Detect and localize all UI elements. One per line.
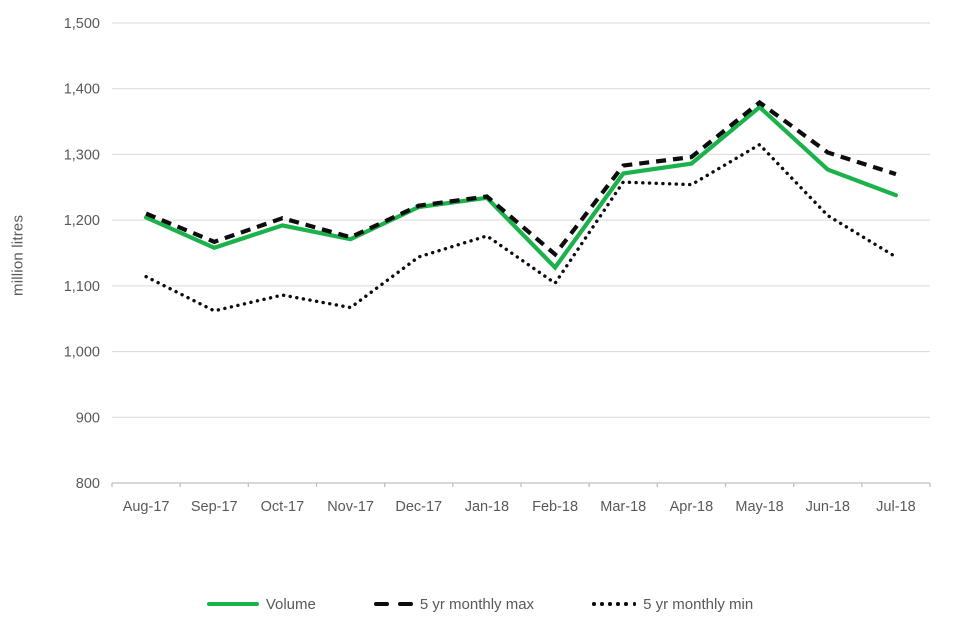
y-tick-label: 1,500: [64, 16, 100, 32]
y-tick-label: 1,100: [64, 279, 100, 295]
volume-line: [143, 104, 899, 271]
y-tick-label: 800: [76, 476, 100, 492]
x-axis-label: Jul-18: [876, 499, 916, 515]
legend-item-max: 5 yr monthly max: [373, 595, 535, 613]
y-tick-label: 1,400: [64, 82, 100, 98]
y-tick-label: 1,300: [64, 147, 100, 163]
legend-item-volume: Volume: [206, 595, 316, 613]
y-tick-label: 1,200: [64, 213, 100, 229]
y-tick-label: 1,000: [64, 345, 100, 361]
x-axis-label: Jan-18: [465, 499, 509, 515]
x-axis-label: Apr-18: [670, 499, 714, 515]
x-axis-label: May-18: [735, 499, 783, 515]
x-axis-label: Dec-17: [395, 499, 442, 515]
x-axis-label: Oct-17: [261, 499, 305, 515]
legend-label: Volume: [265, 595, 316, 613]
volume-line-swatch-icon: [206, 602, 259, 606]
chart-legend: Volume 5 yr monthly max 5 yr monthly min: [0, 590, 960, 618]
min-line: [144, 142, 898, 313]
x-axis-label: Feb-18: [532, 499, 578, 515]
y-tick-label: 900: [76, 410, 100, 426]
x-axis-label: Sep-17: [191, 499, 238, 515]
x-axis-label: Mar-18: [600, 499, 646, 515]
dashed-line-swatch-icon: [373, 601, 413, 607]
legend-label: 5 yr monthly min: [643, 595, 754, 613]
x-axis-label: Aug-17: [123, 499, 170, 515]
dotted-line-swatch-icon: [592, 602, 637, 606]
legend-item-min: 5 yr monthly min: [592, 596, 753, 613]
max-line: [145, 99, 897, 258]
x-axis-label: Jun-18: [806, 499, 850, 515]
y-axis-title: million litres: [9, 214, 27, 296]
x-axis-label: Nov-17: [327, 499, 374, 515]
legend-label: 5 yr monthly max: [419, 595, 535, 613]
